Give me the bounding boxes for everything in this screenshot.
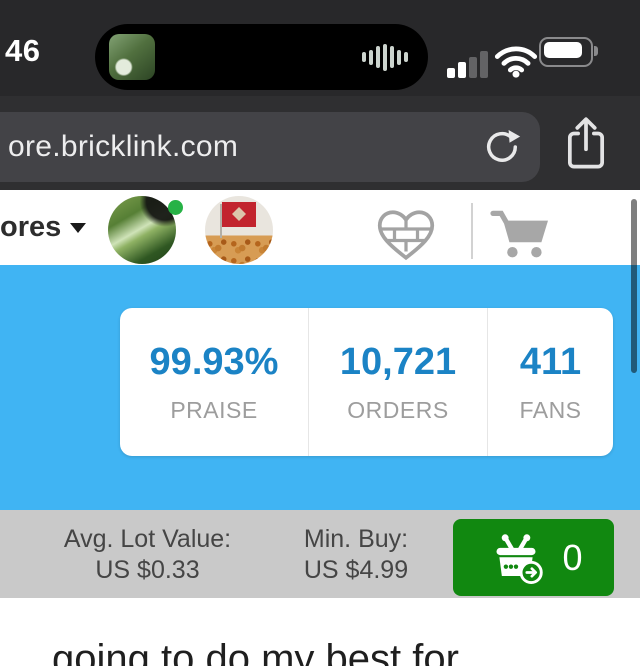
share-icon[interactable] [560, 114, 612, 172]
store-avatar[interactable] [205, 196, 273, 264]
orders-label: ORDERS [347, 396, 449, 423]
user-avatar[interactable] [108, 196, 176, 264]
stores-dropdown-label: ores [0, 211, 62, 243]
avg-lot-value: Avg. Lot Value: US $0.33 [25, 524, 270, 586]
page-content: going to do my best for [0, 598, 640, 666]
praise-label: PRAISE [170, 396, 258, 423]
avg-lot-amount: US $0.33 [95, 556, 200, 584]
basket-checkout-icon [496, 533, 544, 584]
store-stats-card: 99.93% PRAISE 10,721 ORDERS 411 FANS [120, 308, 613, 456]
store-page-header: ores 0 [0, 190, 640, 437]
red-flag [222, 202, 256, 227]
dynamic-island[interactable] [95, 24, 428, 90]
status-bar: 46 [0, 0, 640, 96]
battery-icon [539, 37, 598, 67]
reload-icon[interactable] [480, 125, 524, 169]
stores-dropdown[interactable]: ores [0, 190, 87, 265]
online-status-dot [168, 200, 183, 215]
min-buy-amount: US $4.99 [303, 556, 409, 584]
basket-count: 0 [562, 536, 583, 578]
min-buy-label: Min. Buy: [303, 525, 409, 553]
store-info-bar: Avg. Lot Value: US $0.33 Min. Buy: US $4… [0, 510, 640, 598]
chevron-down-icon [70, 222, 87, 233]
lego-pieces-texture [205, 236, 273, 264]
battery-fill [544, 42, 582, 58]
min-buy: Min. Buy: US $4.99 [272, 524, 440, 586]
url-text[interactable]: ore.bricklink.com [8, 130, 239, 163]
stat-fans[interactable]: 411 FANS [488, 308, 613, 456]
wifi-icon [494, 46, 538, 78]
address-bar[interactable]: ore.bricklink.com [0, 112, 540, 182]
browser-toolbar: ore.bricklink.com [0, 96, 640, 190]
store-description-text: going to do my best for [52, 637, 459, 666]
battery-cap [594, 46, 598, 56]
favorites-heart-icon[interactable] [373, 204, 439, 264]
cart-icon[interactable] [490, 206, 550, 260]
stat-praise[interactable]: 99.93% PRAISE [120, 308, 309, 456]
store-banner: 99.93% PRAISE 10,721 ORDERS 411 FANS [0, 265, 640, 510]
cellular-signal-icon [447, 0, 488, 78]
avg-lot-label: Avg. Lot Value: [63, 525, 232, 553]
flag-pole [220, 204, 222, 238]
praise-value: 99.93% [149, 340, 279, 383]
fans-label: FANS [519, 396, 582, 423]
audio-waveform-icon [362, 24, 408, 90]
fans-value: 411 [519, 340, 582, 383]
clock-time: 46 [5, 33, 41, 68]
header-divider [471, 203, 473, 259]
now-playing-album-art [109, 34, 155, 80]
scrollbar[interactable] [631, 199, 637, 373]
cart-basket-button[interactable]: 0 [453, 519, 614, 596]
orders-value: 10,721 [339, 340, 457, 383]
stat-orders[interactable]: 10,721 ORDERS [309, 308, 488, 456]
